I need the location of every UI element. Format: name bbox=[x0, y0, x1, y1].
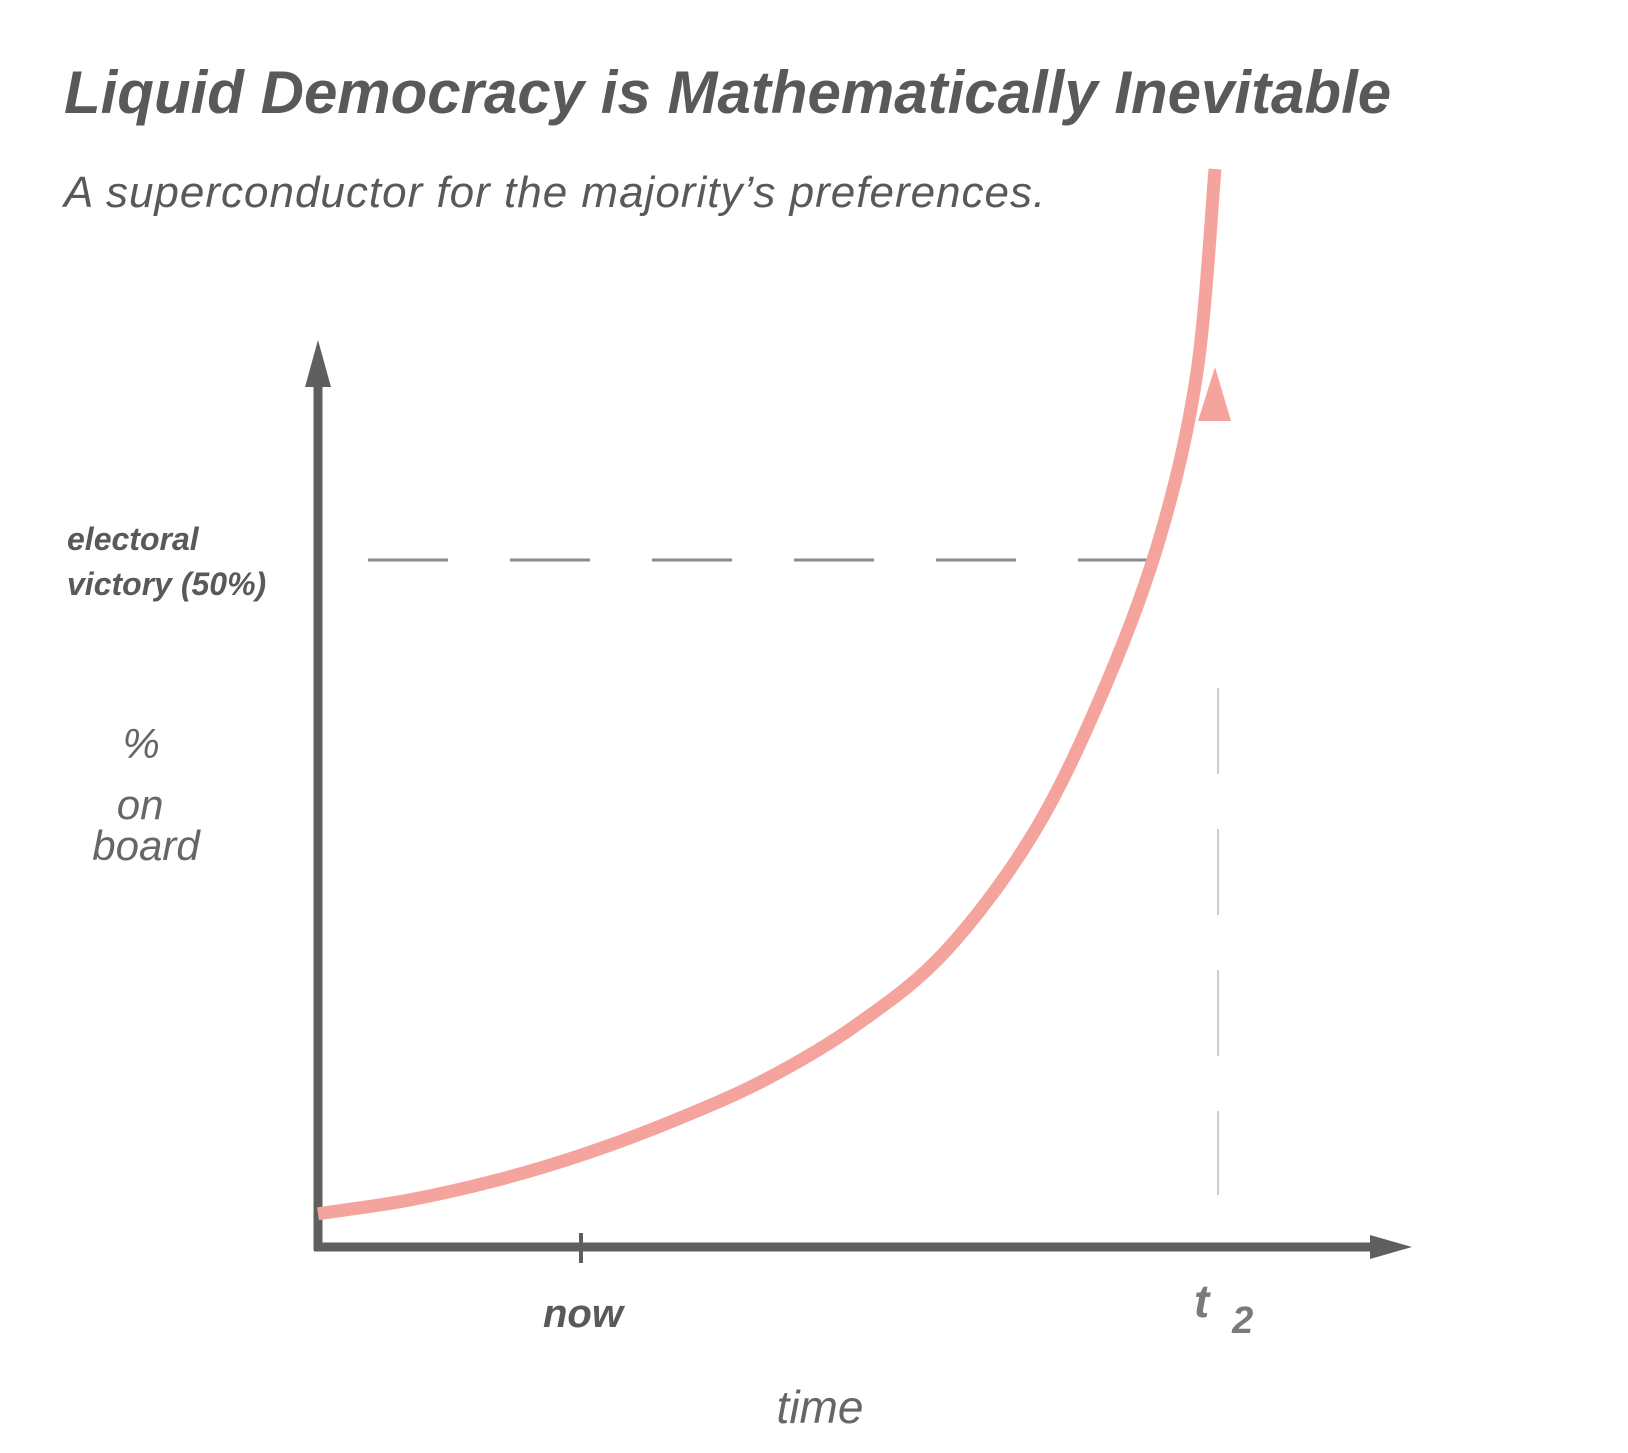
curve-arrowhead bbox=[1198, 367, 1231, 421]
x-tick-label-now: now bbox=[543, 1292, 626, 1336]
y-axis-arrowhead bbox=[305, 340, 331, 387]
x-axis-label: time bbox=[777, 1381, 864, 1433]
threshold-label-line: victory (50%) bbox=[67, 566, 266, 602]
x-tick-label-t2: t 2 bbox=[1194, 1275, 1253, 1342]
y-axis-label-line: board bbox=[92, 822, 201, 869]
x-tick-label-t2-subscript: 2 bbox=[1231, 1300, 1253, 1342]
y-axis-label: % on board bbox=[92, 720, 201, 869]
y-axis-label-line: on bbox=[117, 781, 164, 828]
threshold-label-line: electoral bbox=[67, 521, 200, 557]
y-axis-label-line: % bbox=[122, 720, 159, 767]
x-tick-label-t2-main: t bbox=[1194, 1275, 1211, 1327]
chart-title: Liquid Democracy is Mathematically Inevi… bbox=[64, 59, 1392, 126]
growth-curve bbox=[317, 168, 1222, 1221]
x-axis-arrowhead bbox=[1370, 1235, 1412, 1259]
chart-subtitle: A superconductor for the majority’s pref… bbox=[64, 168, 1047, 217]
threshold-label: electoral victory (50%) bbox=[67, 521, 266, 602]
